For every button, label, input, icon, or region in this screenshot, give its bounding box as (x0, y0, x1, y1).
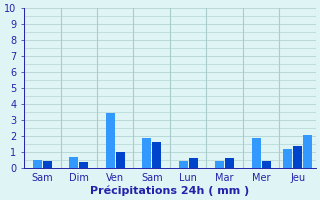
Bar (215, 161, 224, 168)
Bar (262, 161, 271, 168)
X-axis label: Précipitations 24h ( mm ): Précipitations 24h ( mm ) (90, 185, 250, 196)
Bar (283, 149, 292, 168)
Bar (142, 138, 151, 168)
Bar (303, 135, 312, 168)
Bar (293, 146, 302, 168)
Bar (252, 138, 260, 168)
Bar (69, 157, 78, 168)
Bar (33, 160, 42, 168)
Bar (79, 162, 88, 168)
Bar (225, 158, 234, 168)
Bar (106, 113, 115, 168)
Bar (179, 161, 188, 168)
Bar (152, 142, 161, 168)
Bar (43, 161, 52, 168)
Bar (189, 158, 198, 168)
Bar (116, 152, 125, 168)
